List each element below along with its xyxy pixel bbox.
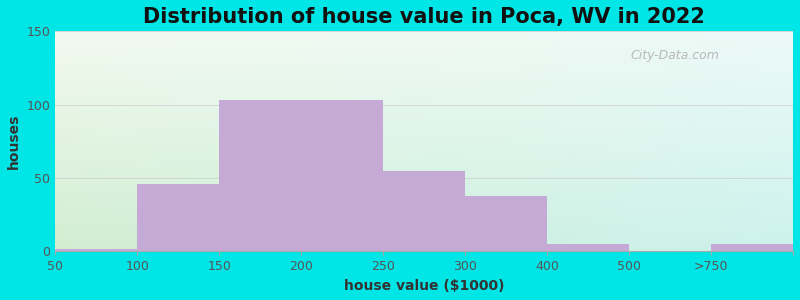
Y-axis label: houses: houses: [7, 114, 21, 169]
Bar: [383, 171, 465, 251]
Bar: [465, 196, 547, 251]
Bar: [138, 184, 219, 251]
Bar: [301, 100, 383, 251]
Bar: [55, 248, 138, 251]
Text: City-Data.com: City-Data.com: [630, 49, 720, 62]
X-axis label: house value ($1000): house value ($1000): [344, 279, 504, 293]
Bar: [219, 100, 301, 251]
Bar: [711, 244, 793, 251]
Bar: [547, 244, 629, 251]
Title: Distribution of house value in Poca, WV in 2022: Distribution of house value in Poca, WV …: [143, 7, 705, 27]
